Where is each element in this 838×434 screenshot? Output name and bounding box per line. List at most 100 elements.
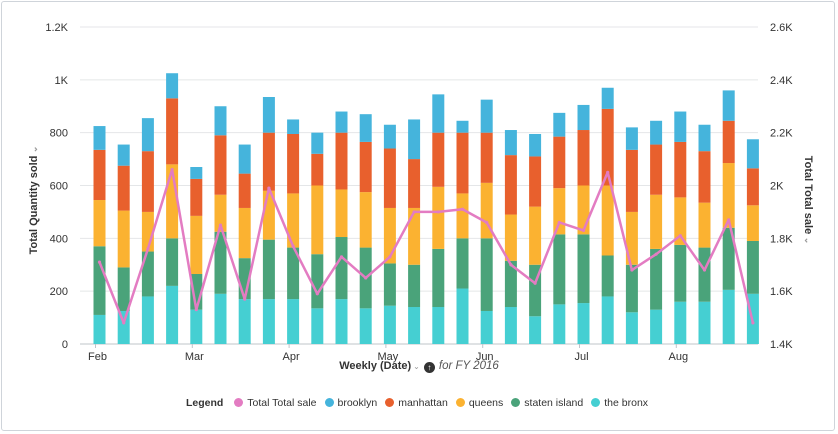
legend-label: queens (468, 397, 504, 409)
bar-segment-manhattan (674, 141, 687, 198)
bar-segment-the-bronx (408, 307, 421, 344)
bar-segment-brooklyn (625, 127, 638, 150)
legend-item[interactable]: Total Total sale (234, 397, 317, 409)
bar-segment-manhattan (166, 98, 179, 165)
bar-segment-queens (529, 206, 542, 265)
bar-segment-queens (674, 197, 687, 245)
legend-dot-icon (455, 398, 465, 407)
bar-segment-manhattan (287, 133, 300, 194)
line-point (485, 220, 489, 225)
bar-segment-staten-island (141, 251, 154, 297)
bar-segment-the-bronx (625, 312, 638, 344)
bar-segment-staten-island (335, 237, 348, 300)
bar-segment-the-bronx (480, 310, 493, 344)
line-point (194, 308, 198, 312)
upload-arrow-icon[interactable]: ↑ (423, 362, 435, 373)
bar-segment-brooklyn (553, 112, 566, 137)
bar-segment-queens (504, 214, 517, 261)
chevron-down-icon[interactable]: ⌄ (413, 362, 420, 371)
bar-segment-staten-island (625, 264, 638, 313)
right-tick-label: 1.8K (770, 233, 793, 245)
line-point (267, 186, 271, 190)
legend-item[interactable]: manhattan (385, 397, 448, 409)
bar-segment-manhattan (359, 141, 372, 193)
bar-segment-queens (408, 207, 421, 265)
bar-segment-manhattan (117, 165, 130, 211)
bar-segment-manhattan (190, 178, 203, 216)
line-point (146, 247, 150, 251)
legend-label: manhattan (398, 397, 448, 409)
bar-segment-the-bronx (383, 305, 396, 344)
line-point (509, 263, 513, 267)
legend-dot-icon (324, 398, 334, 407)
right-tick-label: 2.6K (770, 22, 793, 34)
bar-segment-manhattan (553, 136, 566, 189)
bar-segment-manhattan (480, 132, 493, 183)
bar-segment-manhattan (722, 120, 735, 164)
line-point (388, 255, 392, 259)
bar-segment-the-bronx (262, 299, 275, 344)
line-point (654, 252, 658, 256)
bar-segment-brooklyn (529, 133, 542, 157)
bar-segment-manhattan (432, 132, 445, 187)
bar-segment-queens (722, 163, 735, 228)
legend-label: the bronx (604, 397, 649, 409)
bar-segment-queens (625, 211, 638, 265)
bar-segment-staten-island (698, 247, 711, 302)
bar-segment-staten-island (262, 239, 275, 300)
sale-line-layer (97, 168, 755, 325)
bar-segment-the-bronx (698, 301, 711, 344)
bar-segment-manhattan (311, 153, 324, 186)
left-tick-label: 1K (55, 75, 69, 87)
line-point (339, 255, 344, 259)
legend-item[interactable]: staten island (511, 397, 583, 409)
left-tick-label: 600 (50, 181, 68, 193)
line-point (243, 297, 247, 301)
bar-segment-queens (311, 185, 324, 255)
x-tick-label: Jun (476, 351, 494, 363)
bar-segment-staten-island (577, 234, 590, 304)
bar-segment-queens (287, 193, 300, 248)
left-tick-label: 200 (50, 286, 68, 298)
bar-segment-staten-island (722, 227, 735, 290)
bar-segment-the-bronx (674, 301, 687, 344)
x-tick-label: Mar (185, 351, 204, 363)
legend-item[interactable]: queens (455, 397, 504, 409)
x-tick-label: Apr (283, 351, 300, 363)
line-point (533, 281, 537, 285)
legend-items: Total Total sale brooklyn manhattan queens s… (230, 397, 652, 409)
x-tick-label: May (378, 351, 399, 363)
bar-segment-queens (190, 215, 203, 274)
bar-segment-queens (335, 189, 348, 238)
bar-segment-the-bronx (335, 299, 348, 344)
bar-segment-manhattan (93, 149, 106, 201)
fiscal-year-label: for FY 2016 (438, 360, 499, 372)
line-point (364, 276, 368, 280)
left-axis-title[interactable]: Total Quantity sold ⌄ (28, 146, 40, 255)
bar-segment-brooklyn (238, 144, 251, 174)
legend-item[interactable]: the bronx (591, 397, 648, 409)
legend-item[interactable]: brooklyn (324, 397, 377, 409)
line-point (412, 210, 416, 214)
bar-segment-staten-island (166, 238, 179, 286)
bar-segment-the-bronx (93, 314, 106, 344)
bar-segment-the-bronx (117, 310, 130, 344)
bar-segment-queens (359, 192, 372, 248)
line-point (751, 321, 755, 325)
bar-segment-the-bronx (238, 299, 251, 344)
right-axis-title[interactable]: Total Total sale ⌄ (802, 156, 814, 245)
x-tick-label: Feb (88, 351, 107, 363)
bar-segment-manhattan (262, 132, 275, 191)
bar-segment-staten-island (214, 231, 227, 294)
bar-segment-the-bronx (287, 299, 300, 344)
x-axis-title[interactable]: Weekly (Date) (339, 360, 412, 372)
bar-segment-brooklyn (262, 97, 275, 133)
bar-segment-staten-island (93, 246, 106, 315)
line-point (436, 210, 440, 214)
bar-segment-brooklyn (93, 126, 106, 150)
line-point (702, 268, 707, 272)
bar-segment-brooklyn (287, 119, 300, 134)
bar-segment-the-bronx (650, 309, 663, 344)
bar-segment-queens (93, 200, 106, 247)
x-axis-ticks: Feb Mar Apr May Jun Jul Aug (88, 344, 688, 363)
